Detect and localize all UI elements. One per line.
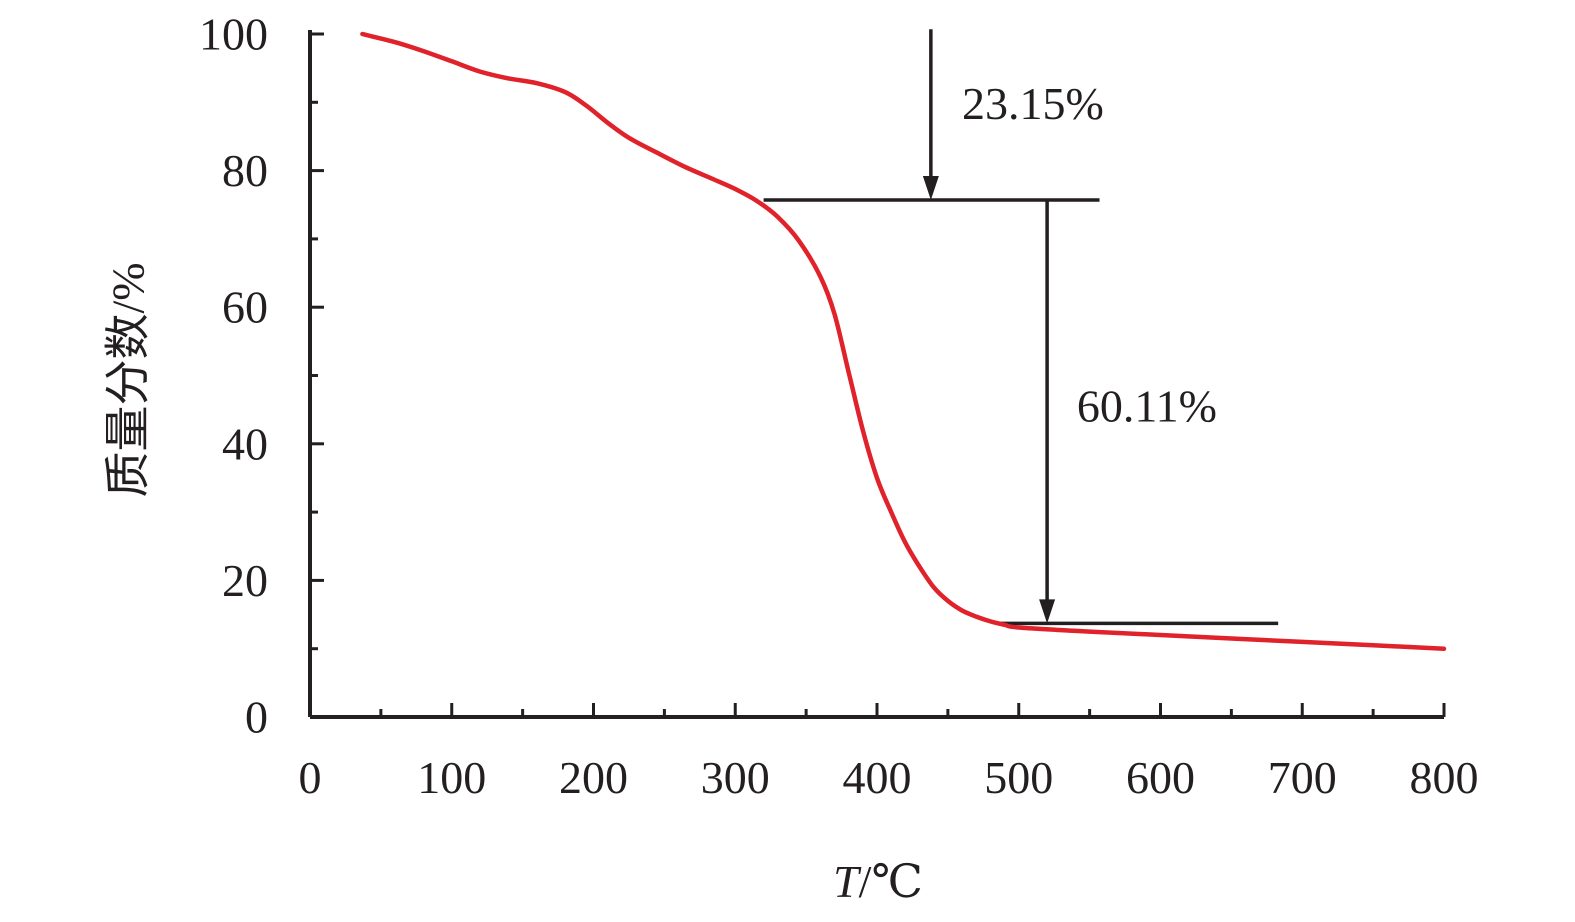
y-tick-label: 100 xyxy=(199,9,268,60)
y-tick-label: 60 xyxy=(222,282,268,333)
x-tick-label: 0 xyxy=(299,752,322,803)
x-tick-label: 700 xyxy=(1268,752,1337,803)
x-tick-label: 500 xyxy=(984,752,1053,803)
y-tick-label: 20 xyxy=(222,555,268,606)
annotation-labels: 23.15% 60.11% xyxy=(962,78,1217,432)
y-axis: 0 20 40 60 80 100 xyxy=(199,9,324,743)
x-axis-title-symbol: T xyxy=(833,856,862,907)
series xyxy=(360,31,1447,651)
mass-fraction-curve xyxy=(360,31,1447,651)
y-tick-label: 0 xyxy=(245,692,268,743)
x-axis-title: T/℃ xyxy=(833,856,923,907)
x-axis: 0 100 200 300 400 500 600 700 800 xyxy=(299,703,1479,803)
annotation-label: 23.15% xyxy=(962,78,1104,129)
y-axis-title: 质量分数/% xyxy=(103,262,154,497)
y-tick-label: 40 xyxy=(222,418,268,469)
y-tick-label: 80 xyxy=(222,145,268,196)
x-tick-label: 200 xyxy=(559,752,628,803)
x-tick-label: 400 xyxy=(843,752,912,803)
annotation-label: 60.11% xyxy=(1077,381,1217,432)
x-tick-label: 100 xyxy=(417,752,486,803)
step-annotations xyxy=(763,29,1279,626)
x-axis-title-unit: /℃ xyxy=(859,856,923,907)
arrow-down-second-step-head xyxy=(1039,599,1056,624)
x-tick-label: 600 xyxy=(1126,752,1195,803)
arrow-down-first-step-head xyxy=(922,175,939,200)
x-tick-label: 800 xyxy=(1410,752,1479,803)
x-tick-label: 300 xyxy=(701,752,770,803)
